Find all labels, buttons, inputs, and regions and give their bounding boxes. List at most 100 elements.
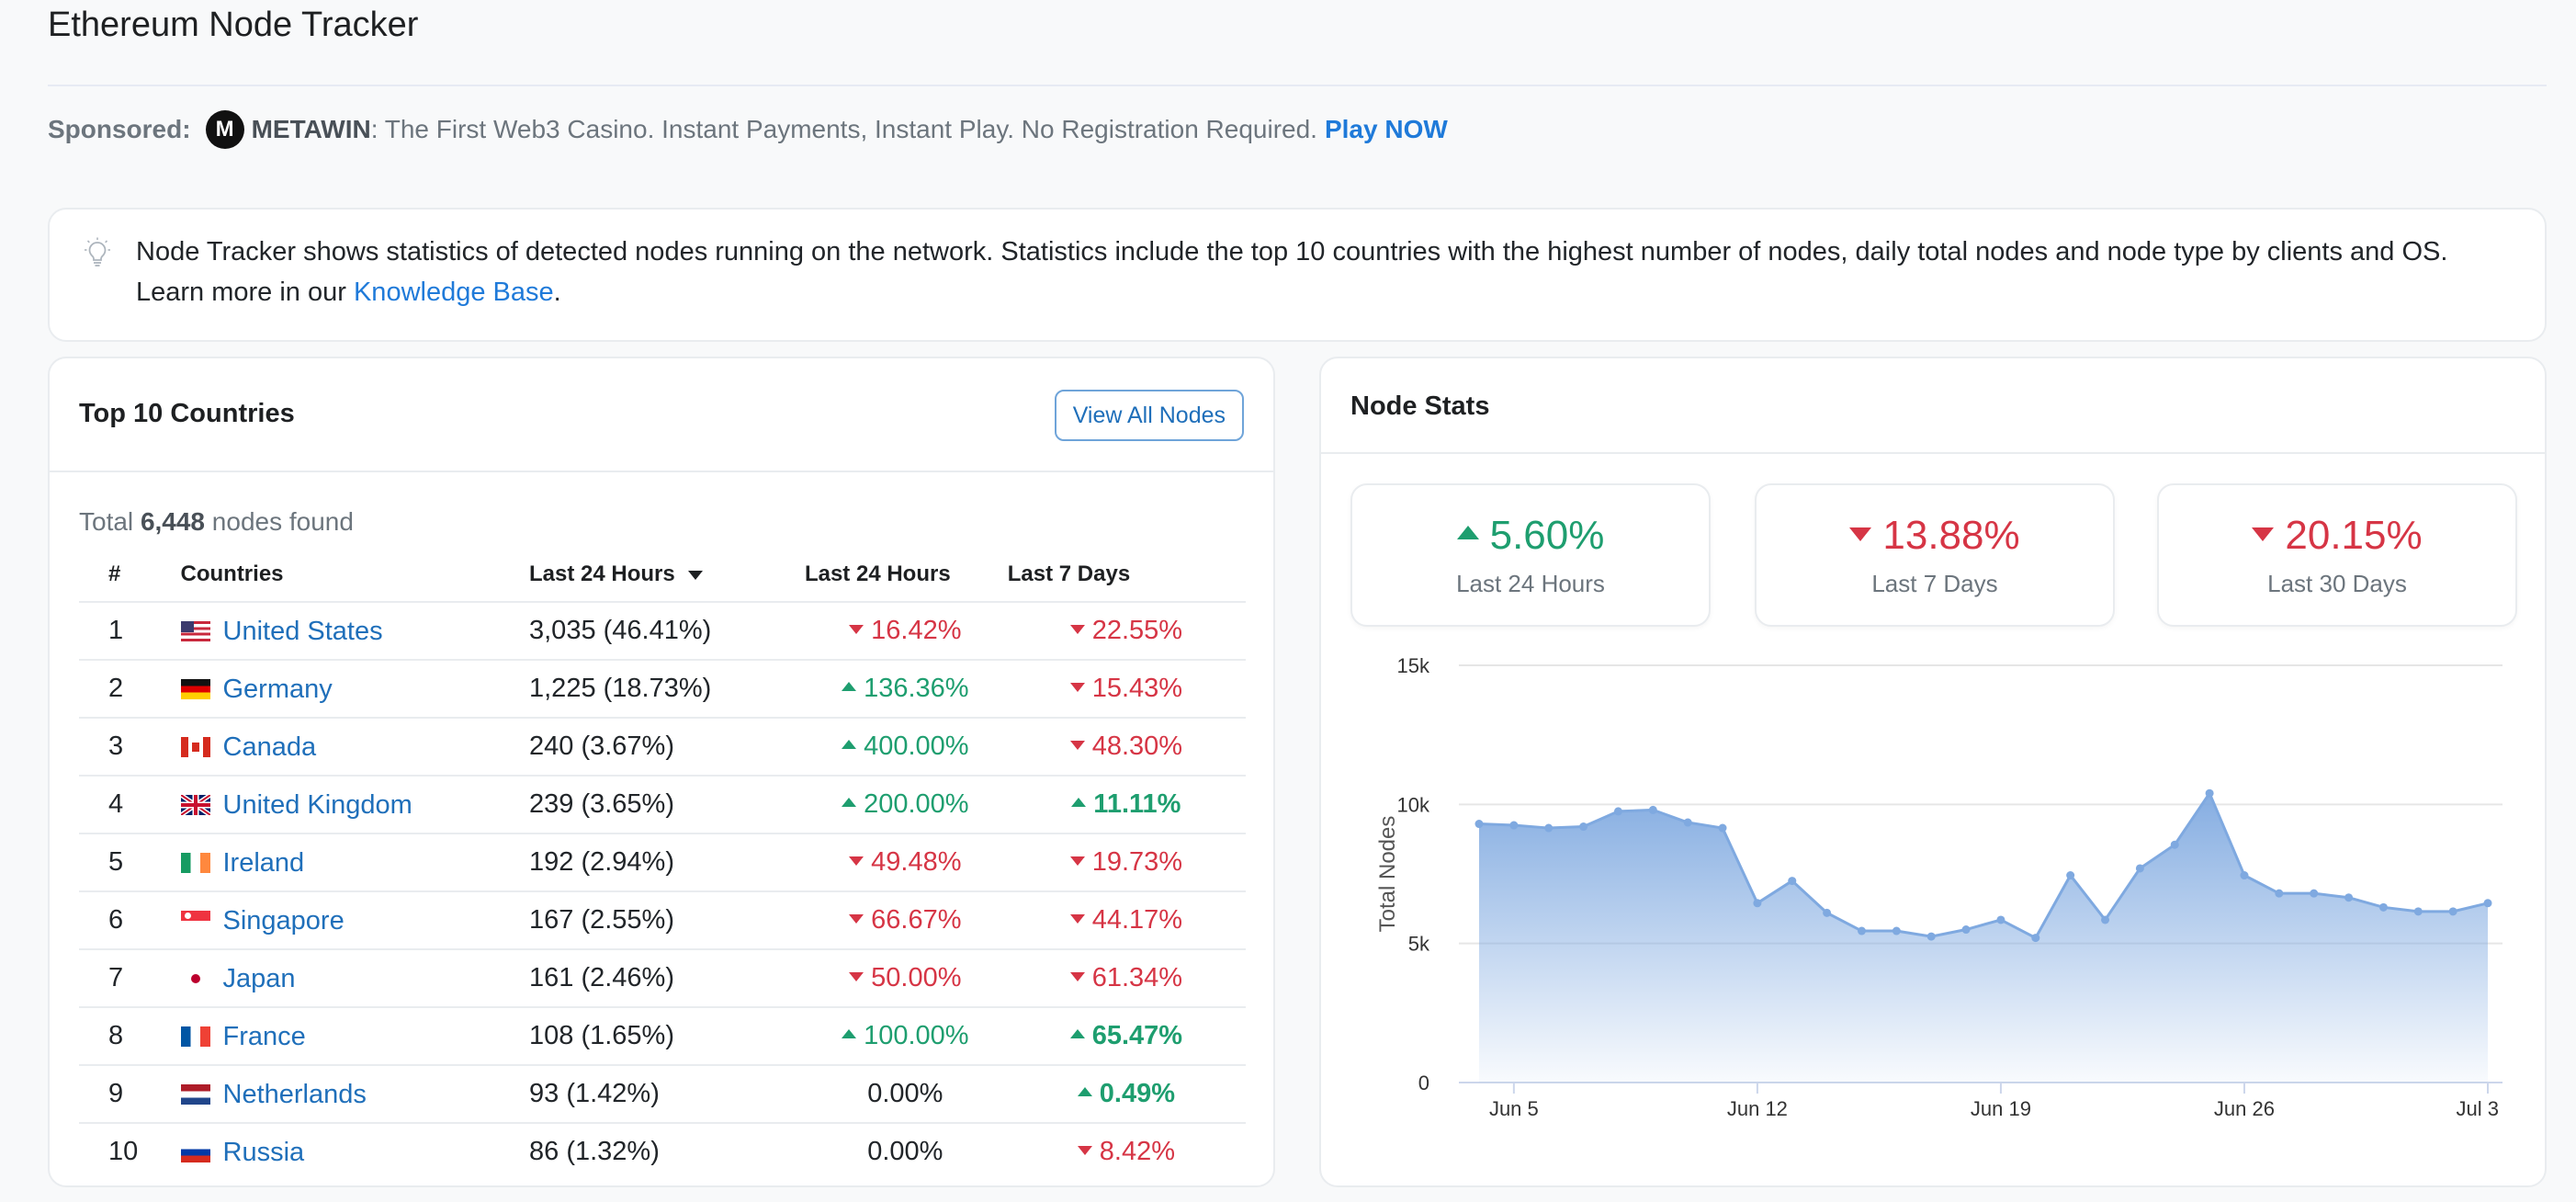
rank-cell: 7 (79, 949, 180, 1008)
data-point (2101, 915, 2110, 924)
table-row: 8 France 108 (1.65%) 100.00% 65.47% (79, 1007, 1246, 1066)
country-cell: Japan (179, 949, 528, 1008)
data-point (2240, 871, 2249, 880)
table-row: 10 Russia 86 (1.32%) 0.00% 8.42% (79, 1123, 1246, 1180)
top-countries-title: Top 10 Countries (79, 399, 295, 428)
country-link[interactable]: France (222, 1021, 306, 1051)
table-row: 1 United States 3,035 (46.41%) 16.42% 22.55% (79, 602, 1246, 661)
country-link[interactable]: Singapore (222, 905, 345, 936)
lightbulb-icon (85, 237, 110, 266)
country-link[interactable]: Germany (222, 674, 333, 704)
caret-down-icon (1069, 625, 1085, 635)
caret-down-icon (1849, 527, 1872, 541)
data-point (2310, 889, 2319, 898)
data-point (1788, 877, 1797, 886)
x-tick-label: Jun 12 (1727, 1097, 1788, 1120)
pct24-cell: 49.48% (803, 833, 1007, 892)
pct-change-up: 400.00% (842, 731, 969, 761)
stat-value: 13.88% (1757, 513, 2113, 559)
pct-value: 16.42% (871, 616, 962, 645)
caret-up-icon (1077, 1087, 1092, 1097)
stat-label: Last 30 Days (2267, 570, 2407, 597)
country-link[interactable]: Netherlands (222, 1079, 367, 1109)
y-axis-label: Total Nodes (1375, 816, 1400, 933)
data-point (1926, 932, 1936, 941)
nl-flag-icon (180, 1083, 210, 1105)
pct-change-down: 66.67% (849, 905, 962, 935)
data-point (2031, 934, 2040, 943)
de-flag-icon (180, 678, 210, 699)
countries-table: # Countries Last 24 Hours Last 24 Hours … (79, 548, 1246, 1180)
data-point (1648, 805, 1657, 814)
pct-change-up: 11.11% (1071, 789, 1181, 819)
stat-value: 5.60% (1352, 513, 1709, 559)
stat-box: 13.88% Last 7 Days (1755, 483, 2115, 627)
sponsor-cta-link[interactable]: Play NOW (1324, 115, 1448, 143)
country-link[interactable]: Russia (222, 1137, 305, 1167)
col-pct7-header: Last 7 Days (1006, 548, 1246, 603)
view-all-nodes-button[interactable]: View All Nodes (1054, 390, 1244, 441)
caret-down-icon (849, 625, 864, 635)
sponsor-brand[interactable]: METAWIN (251, 115, 371, 143)
table-row: 9 Netherlands 93 (1.42%) 0.00% 0.49% (79, 1065, 1246, 1124)
pct-value: 0.49% (1099, 1079, 1175, 1108)
series-line (1478, 790, 2489, 940)
col-nodes-header[interactable]: Last 24 Hours (528, 548, 804, 603)
pct-change-down: 49.48% (849, 847, 962, 877)
rank-cell: 2 (79, 660, 180, 719)
rank-cell: 4 (79, 776, 180, 834)
data-point (1474, 820, 1484, 829)
caret-down-icon (2252, 527, 2275, 541)
pct7-cell: 48.30% (1006, 718, 1246, 777)
fr-flag-icon (180, 1026, 210, 1047)
y-tick-label: 15k (1397, 654, 1430, 677)
ca-flag-icon (180, 736, 210, 757)
table-row: 6 Singapore 167 (2.55%) 66.67% 44.17% (79, 891, 1246, 950)
node-stats-title: Node Stats (1350, 391, 1490, 421)
pct7-cell: 61.34% (1006, 949, 1246, 1008)
data-point (2170, 840, 2179, 849)
pct7-cell: 8.42% (1007, 1123, 1246, 1180)
nodes-cell: 3,035 (46.41%) (528, 602, 804, 661)
pct7-cell: 44.17% (1006, 891, 1246, 950)
pct-value: 49.48% (871, 847, 962, 877)
pct-change-up: 136.36% (842, 674, 969, 703)
total-nodes-text: Total 6,448 nodes found (79, 507, 354, 537)
caret-down-icon (849, 972, 864, 982)
pct-change-down: 15.43% (1069, 674, 1182, 703)
pct-value: 200.00% (864, 789, 969, 819)
country-cell: Germany (179, 660, 528, 719)
country-cell: United States (179, 602, 528, 661)
info-card: Node Tracker shows statistics of detecte… (48, 208, 2547, 342)
pct24-cell: 50.00% (803, 949, 1007, 1008)
rank-cell: 3 (79, 718, 180, 777)
pct-value: 22.55% (1091, 616, 1183, 645)
stat-value-text: 20.15% (2285, 513, 2423, 558)
pct-change-down: 22.55% (1069, 616, 1183, 645)
pct24-cell: 16.42% (803, 602, 1007, 661)
caret-down-icon (1069, 683, 1085, 693)
country-link[interactable]: Canada (222, 731, 317, 762)
country-link[interactable]: Japan (222, 963, 296, 993)
metawin-logo-icon[interactable]: M (205, 110, 244, 149)
knowledge-base-link[interactable]: Knowledge Base (353, 278, 554, 307)
data-point (1996, 915, 2005, 924)
pct-change-up: 100.00% (842, 1021, 969, 1050)
country-link[interactable]: United Kingdom (222, 789, 412, 820)
country-cell: Netherlands (179, 1065, 528, 1124)
node-stats-card: Node Stats 5.60% Last 24 Hours 13.88% Last … (1319, 357, 2547, 1187)
sort-desc-icon[interactable] (687, 570, 703, 580)
data-point (1892, 926, 1901, 936)
rank-cell: 8 (79, 1007, 180, 1066)
pct-value: 65.47% (1091, 1021, 1183, 1050)
pct-value: 48.30% (1091, 731, 1183, 761)
table-row: 3 Canada 240 (3.67%) 400.00% 48.30% (79, 718, 1246, 777)
stat-box: 20.15% Last 30 Days (2157, 483, 2517, 627)
country-link[interactable]: Ireland (222, 847, 305, 878)
country-cell: United Kingdom (179, 776, 528, 834)
country-cell: Canada (179, 718, 528, 777)
x-tick-label: Jun 26 (2214, 1097, 2275, 1120)
x-tick-label: Jun 5 (1489, 1097, 1539, 1120)
country-link[interactable]: United States (222, 616, 383, 646)
table-row: 2 Germany 1,225 (18.73%) 136.36% 15.43% (79, 660, 1246, 719)
